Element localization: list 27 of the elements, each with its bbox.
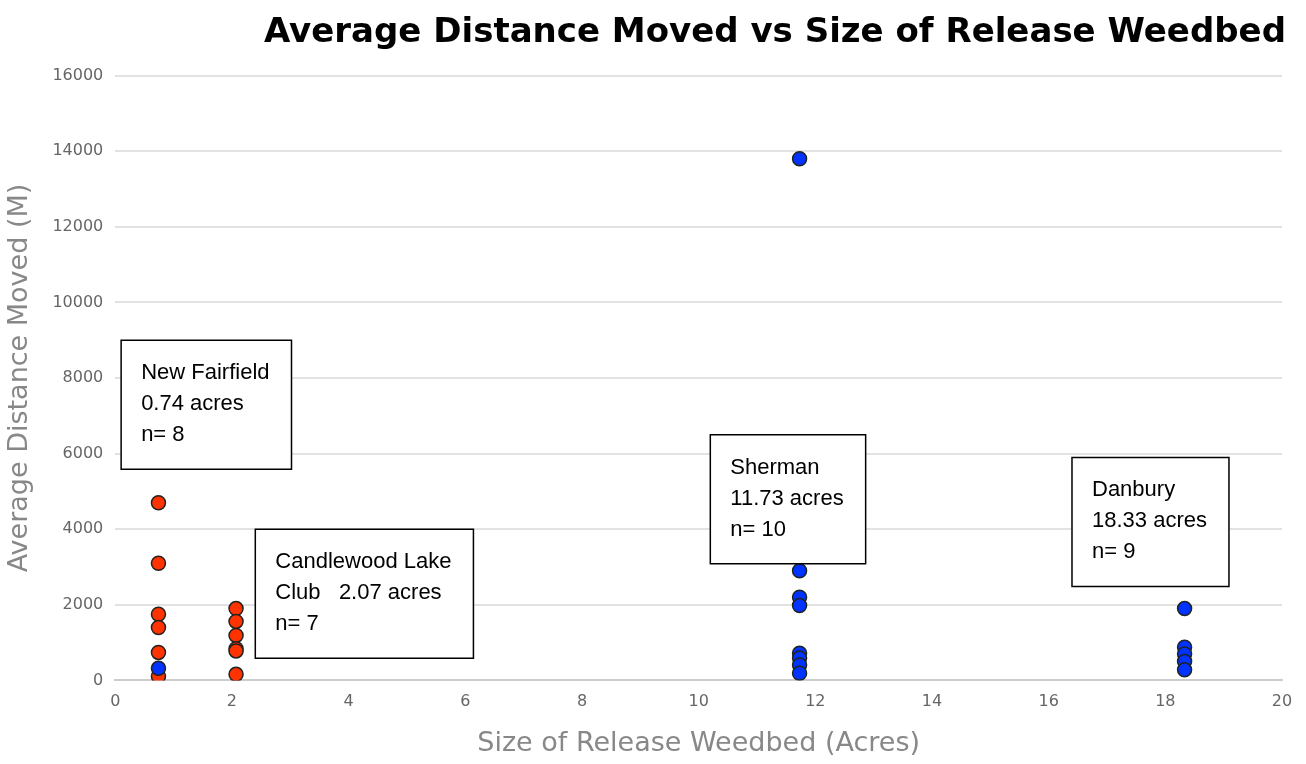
y-tick-label: 14000: [52, 140, 104, 160]
x-tick-label: 12: [805, 691, 826, 711]
x-tick-label: 8: [576, 691, 588, 711]
x-tick-label: 0: [110, 691, 121, 711]
y-axis-title: Average Distance Moved (M): [2, 183, 34, 573]
y-tick-label: 8000: [62, 367, 104, 387]
chart-title: Average Distance Moved vs Size of Release Weedbed: [263, 9, 1287, 52]
x-tick-label: 18: [1155, 691, 1176, 711]
annotation: Danbury 18.33 acres n= 9: [1091, 476, 1207, 564]
y-tick-label: 2000: [62, 593, 104, 613]
x-tick-label: 6: [460, 691, 471, 711]
x-tick-label: 4: [343, 691, 354, 711]
x-tick-label: 14: [921, 691, 943, 711]
x-tick-label: 16: [1038, 691, 1059, 711]
x-axis-title: Size of Release Weedbed (Acres): [477, 725, 921, 757]
annotation: New Fairfield 0.74 acres n= 8: [141, 359, 270, 447]
y-tick-label: 6000: [62, 442, 104, 462]
y-tick-label: 10000: [52, 291, 104, 311]
y-tick-label: 16000: [52, 64, 104, 84]
y-tick-label: 12000: [52, 215, 104, 235]
annotation: Sherman 11.73 acres n= 10: [730, 453, 844, 541]
x-tick-label: 20: [1271, 691, 1293, 711]
x-tick-label: 2: [226, 691, 238, 711]
annotation: Candlewood Lake Club 2.07 acres n= 7: [275, 548, 452, 636]
y-tick-label: 4000: [62, 518, 104, 538]
x-tick-label: 10: [688, 691, 709, 711]
y-tick-label: 0: [93, 669, 104, 689]
